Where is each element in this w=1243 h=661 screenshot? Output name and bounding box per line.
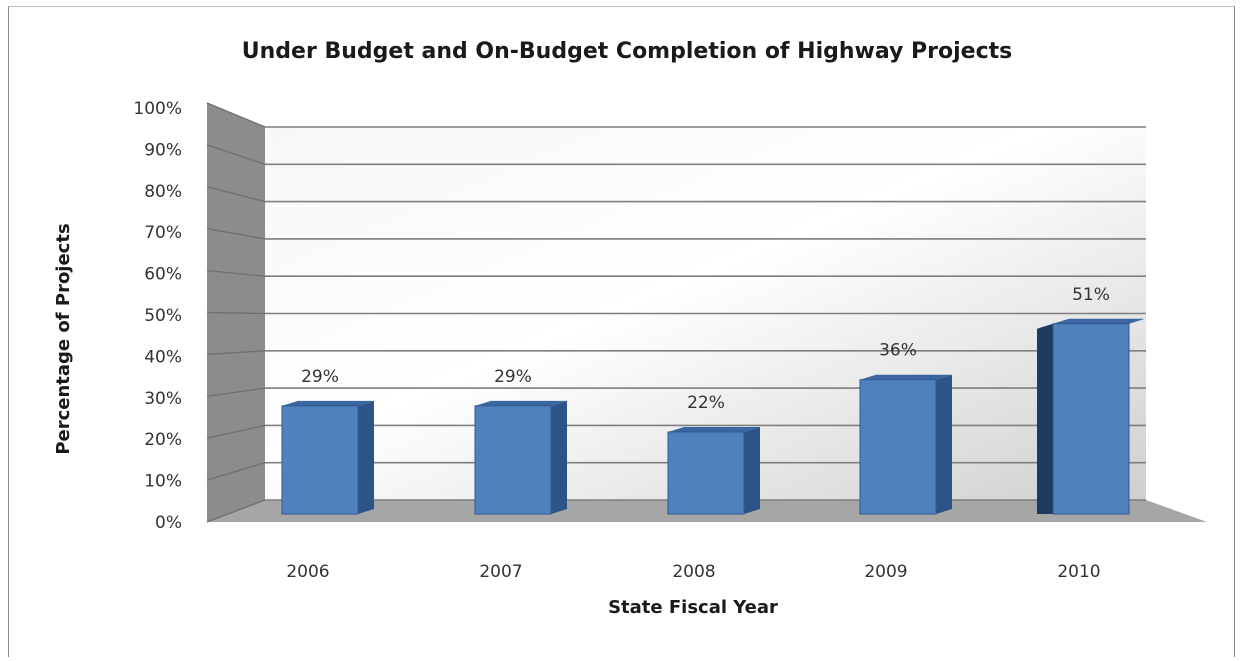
x-axis-ticks: 2006 2007 2008 2009 2010: [286, 562, 1100, 582]
gridline-side: [206, 102, 266, 128]
bar-side: [744, 426, 760, 514]
x-tick-label: 2009: [864, 562, 907, 582]
y-axis-label: Percentage of Projects: [53, 223, 74, 454]
gridline-side: [206, 228, 266, 240]
gridline-side: [206, 499, 266, 523]
y-tick-label: 40%: [144, 347, 182, 367]
bar: [281, 400, 374, 515]
data-labels: 29% 29% 22% 36% 51%: [301, 285, 1110, 413]
chart-title: Under Budget and On-Budget Completion of…: [242, 39, 1012, 64]
gridline-side: [206, 311, 266, 315]
bar-front: [1052, 323, 1130, 515]
bars: [281, 318, 1145, 515]
bar-top: [668, 426, 760, 432]
y-tick-label: 70%: [144, 223, 182, 243]
x-tick-label: 2010: [1057, 562, 1100, 582]
bar-front: [474, 405, 552, 515]
x-tick-label: 2008: [672, 562, 715, 582]
gridline-side: [206, 424, 266, 439]
bar-front: [859, 379, 937, 515]
y-tick-label: 30%: [144, 389, 182, 409]
gridline-side: [206, 269, 266, 277]
bar-top: [282, 400, 374, 406]
bar-front: [281, 405, 359, 515]
bar-top: [1053, 318, 1145, 324]
bar-top: [860, 374, 952, 380]
x-axis-label: State Fiscal Year: [608, 597, 778, 618]
data-label: 36%: [879, 341, 917, 361]
y-tick-label: 60%: [144, 265, 182, 285]
y-tick-label: 10%: [144, 472, 182, 492]
bar: [474, 400, 567, 515]
bar-top: [475, 400, 567, 406]
gridline-side: [206, 144, 266, 165]
x-tick-label: 2007: [479, 562, 522, 582]
gridline-side: [206, 350, 266, 356]
gridline-side: [206, 186, 266, 203]
bar-front: [667, 431, 745, 515]
data-label: 29%: [301, 367, 339, 387]
y-tick-label: 80%: [144, 182, 182, 202]
y-tick-label: 0%: [155, 513, 182, 533]
gridlines: [206, 102, 1146, 523]
x-tick-label: 2006: [286, 562, 329, 582]
y-tick-label: 90%: [144, 140, 182, 160]
data-label: 51%: [1072, 285, 1110, 305]
data-label: 29%: [494, 367, 532, 387]
bar: [859, 374, 952, 515]
bar-side: [1037, 323, 1053, 514]
y-tick-label: 50%: [144, 306, 182, 326]
bar-side: [551, 400, 567, 514]
y-tick-label: 20%: [144, 430, 182, 450]
gridline-side: [206, 387, 266, 397]
bar-side: [936, 374, 952, 514]
y-tick-label: 100%: [133, 99, 182, 119]
gridline-side: [206, 462, 266, 481]
bar-side: [358, 400, 374, 514]
bar: [667, 426, 760, 515]
data-label: 22%: [687, 393, 725, 413]
y-axis-ticks: 0% 10% 20% 30% 40% 50% 60% 70% 80% 90% 100%: [133, 99, 182, 533]
bar: [1037, 318, 1145, 515]
